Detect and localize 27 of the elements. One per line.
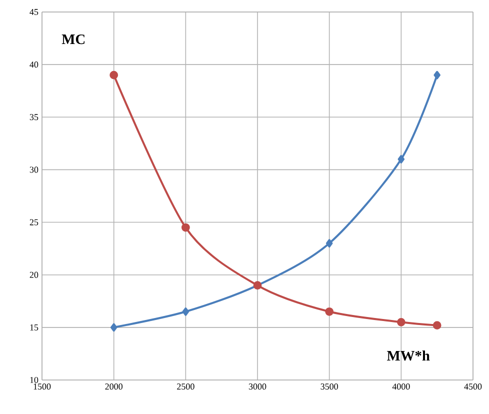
y-tick-label: 30 xyxy=(30,166,38,173)
x-tick-label: 3500 xyxy=(320,384,338,390)
point xyxy=(326,239,333,248)
y-tick-label: 35 xyxy=(30,114,38,120)
point xyxy=(432,321,442,330)
y-tick-label: 45 xyxy=(30,8,38,16)
point xyxy=(110,70,118,80)
x-tick-label: 2500 xyxy=(177,384,194,390)
x-tick-label: 1500 xyxy=(34,384,51,390)
x-tick-label: 3000 xyxy=(248,384,266,390)
y-tick-label: 25 xyxy=(30,219,38,226)
y-tick-label: 15 xyxy=(30,324,38,330)
y-tick-label: 20 xyxy=(30,272,38,278)
x-tick-label: 4500 xyxy=(464,384,482,390)
point xyxy=(181,223,190,232)
point xyxy=(182,307,190,316)
point xyxy=(434,70,440,80)
x-tick-label: 2000 xyxy=(105,384,122,390)
x-axis-title: MW*h xyxy=(387,350,430,361)
point xyxy=(396,318,406,326)
y-axis-title: MC xyxy=(62,34,85,44)
x-tick-label: 4000 xyxy=(392,384,410,390)
y-tick-label: 40 xyxy=(30,62,38,68)
point xyxy=(398,154,405,164)
point xyxy=(110,323,118,332)
y-tick-label: 10 xyxy=(30,376,38,384)
point xyxy=(325,307,334,316)
